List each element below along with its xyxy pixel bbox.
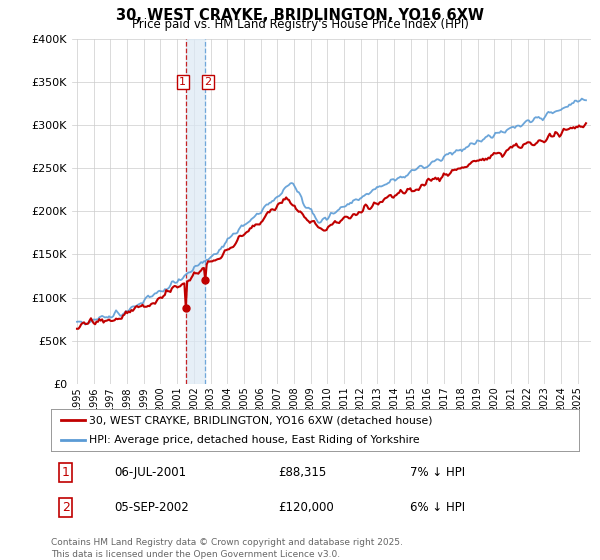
Text: 30, WEST CRAYKE, BRIDLINGTON, YO16 6XW: 30, WEST CRAYKE, BRIDLINGTON, YO16 6XW [116,8,484,24]
Text: 30, WEST CRAYKE, BRIDLINGTON, YO16 6XW (detached house): 30, WEST CRAYKE, BRIDLINGTON, YO16 6XW (… [89,415,433,425]
Text: 06-JUL-2001: 06-JUL-2001 [115,466,187,479]
Text: 6% ↓ HPI: 6% ↓ HPI [410,501,465,514]
Text: 05-SEP-2002: 05-SEP-2002 [115,501,189,514]
Text: 1: 1 [179,77,187,87]
Text: HPI: Average price, detached house, East Riding of Yorkshire: HPI: Average price, detached house, East… [89,435,419,445]
Text: 2: 2 [205,77,212,87]
Text: 7% ↓ HPI: 7% ↓ HPI [410,466,465,479]
Text: 1: 1 [62,466,70,479]
Text: £120,000: £120,000 [278,501,334,514]
Text: 2: 2 [62,501,70,514]
Text: Price paid vs. HM Land Registry's House Price Index (HPI): Price paid vs. HM Land Registry's House … [131,18,469,31]
Bar [186,39,205,384]
Text: £88,315: £88,315 [278,466,326,479]
Text: Contains HM Land Registry data © Crown copyright and database right 2025.
This d: Contains HM Land Registry data © Crown c… [51,538,403,559]
